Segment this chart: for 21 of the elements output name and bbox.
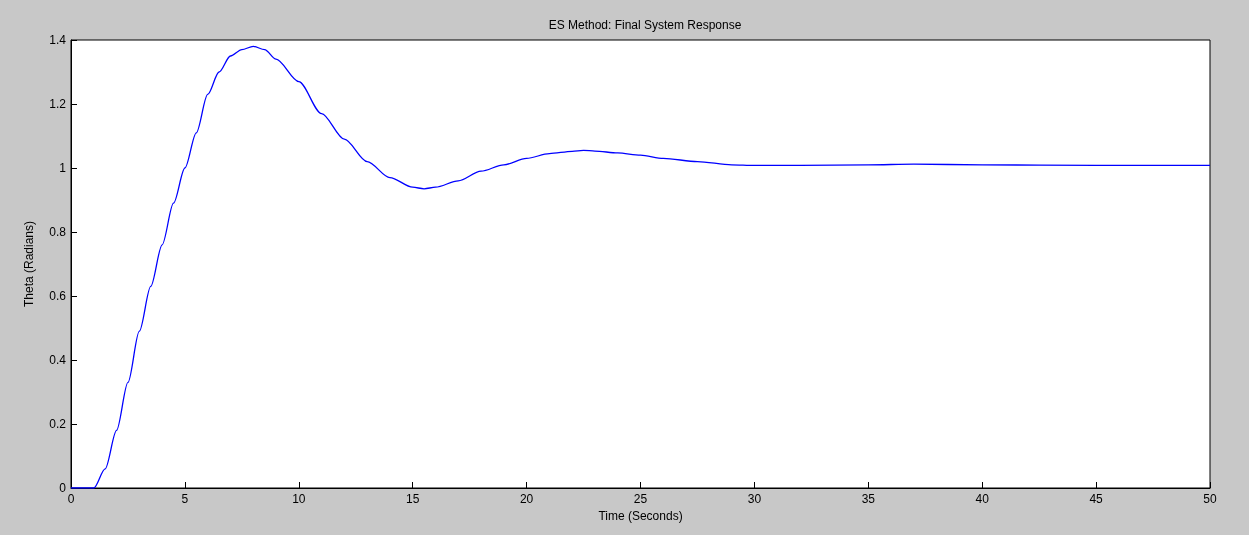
y-tick-label: 0.4 <box>49 353 67 367</box>
x-tick-label: 25 <box>633 492 648 506</box>
y-axis-title: Theta (Radians) <box>22 220 36 308</box>
x-tick-label: 20 <box>519 492 534 506</box>
x-tick-label: 40 <box>975 492 990 506</box>
y-tick-label: 0.6 <box>49 289 67 303</box>
x-tick-label: 15 <box>406 492 420 506</box>
chart-title: ES Method: Final System Response <box>548 18 742 32</box>
x-tick-label: 35 <box>861 492 876 506</box>
x-tick-label: 10 <box>292 492 306 506</box>
x-tick-label: 5 <box>181 492 189 506</box>
y-tick-label: 0.2 <box>49 417 67 431</box>
x-tick-label: 30 <box>747 492 762 506</box>
x-axis-title: Time (Seconds) <box>598 508 683 523</box>
y-tick-label: 0.8 <box>49 225 67 239</box>
y-tick-label: 1.4 <box>49 33 67 47</box>
x-tick-label: 45 <box>1089 492 1104 506</box>
x-tick-label: 50 <box>1203 492 1217 506</box>
y-tick-label: 0 <box>59 481 67 495</box>
y-tick-label: 1 <box>59 161 67 175</box>
y-tick-label: 1.2 <box>49 97 67 111</box>
